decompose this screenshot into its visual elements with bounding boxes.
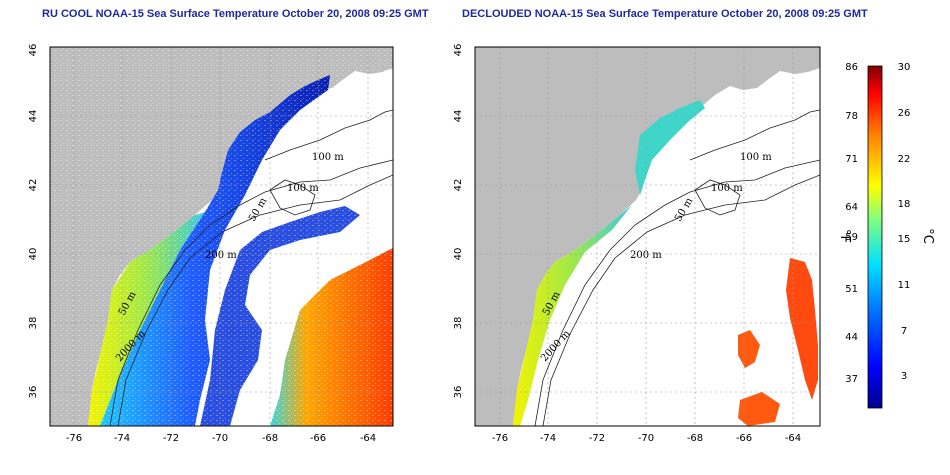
colorbar: 86 78 71 64 59 51 44 37 30 26 22 18 15 1… [837,62,935,409]
colorbar-f-tick: 64 [845,202,858,213]
right-x-tick: -74 [540,433,556,444]
colorbar-c-tick: 15 [898,234,911,245]
colorbar-f-tick: 44 [845,332,858,343]
left-y-tick: 40 [28,248,39,261]
colorbar-f-tick: 59 [845,232,858,243]
right-contour-label-200: 200 m [630,250,662,261]
right-y-tick: 38 [453,317,464,330]
right-y-tick: 42 [453,179,464,192]
right-x-tick: -66 [736,433,752,444]
left-y-tick: 38 [28,317,39,330]
colorbar-celsius-ticks: 30 26 22 18 15 11 7 3 [898,62,911,382]
colorbar-fahrenheit-ticks: 86 78 71 64 59 51 44 37 [845,62,858,385]
left-y-axis: 36 38 40 42 44 46 [28,44,39,399]
left-x-tick: -76 [66,433,82,444]
right-map-title: DECLOUDED NOAA-15 Sea Surface Temperatur… [462,8,868,20]
left-x-axis: -76 -74 -72 -70 -68 -66 -64 [66,433,376,444]
colorbar-c-tick: 22 [898,154,911,165]
left-y-tick: 36 [28,386,39,399]
right-bathymetry-contours [534,109,820,426]
right-map: 100 m 100 m 50 m 200 m 50 m 2000 m -76 -… [453,44,821,444]
right-coastal-warm-water [513,205,632,426]
colorbar-c-tick: 30 [898,62,911,73]
right-x-tick: -72 [589,433,605,444]
left-map-frame [49,46,394,427]
right-contour-label-100a: 100 m [740,152,772,163]
colorbar-f-tick: 51 [845,284,858,295]
right-y-tick: 40 [453,248,464,261]
right-land [475,47,820,426]
left-x-tick: -66 [310,433,326,444]
colorbar-c-tick: 11 [898,280,911,291]
left-bathymetry-contours [109,109,393,426]
left-map: 100 m 100 m 50 m 200 m 50 m 2000 m -76 -… [28,44,394,444]
right-shelf-cool-water [635,100,705,195]
left-x-tick: -68 [262,433,278,444]
colorbar-gradient [867,65,883,409]
right-y-tick: 44 [453,110,464,123]
right-y-tick: 46 [453,44,464,57]
left-contour-label-100a: 100 m [312,152,344,163]
colorbar-f-tick: 71 [845,154,858,165]
colorbar-fahrenheit-unit: °F [837,229,852,243]
left-x-tick: -70 [212,433,228,444]
left-x-tick: -74 [114,433,130,444]
right-y-tick: 36 [453,386,464,399]
right-x-tick: -76 [492,433,508,444]
left-x-tick: -72 [163,433,179,444]
colorbar-c-tick: 26 [898,108,911,119]
left-map-title: RU COOL NOAA-15 Sea Surface Temperature … [42,8,429,20]
colorbar-c-tick: 3 [901,371,907,382]
right-y-axis: 36 38 40 42 44 46 [453,44,464,399]
left-y-tick: 44 [28,110,39,123]
right-gulf-stream-warm-patch [738,330,760,368]
left-contour-label-200: 200 m [205,250,237,261]
colorbar-celsius-unit: °C [920,228,935,244]
colorbar-f-tick: 86 [845,62,858,73]
left-contour-label-100b: 100 m [287,183,319,194]
right-x-tick: -70 [638,433,654,444]
colorbar-f-tick: 78 [845,111,858,122]
right-x-tick: -64 [785,433,801,444]
right-map-frame [474,46,821,427]
colorbar-f-tick: 37 [845,374,858,385]
left-y-tick: 46 [28,44,39,57]
left-graticule [50,47,393,426]
left-x-tick: -64 [360,433,376,444]
right-gulf-stream-warm-south [738,392,780,426]
colorbar-c-tick: 7 [901,326,907,337]
right-x-tick: -68 [687,433,703,444]
right-graticule [475,47,820,426]
right-contour-label-100b: 100 m [711,183,743,194]
colorbar-c-tick: 18 [898,199,911,210]
right-gulf-stream-warm [786,258,818,400]
left-cloud-speckle [50,47,393,426]
right-x-axis: -76 -74 -72 -70 -68 -66 -64 [492,433,801,444]
left-y-tick: 42 [28,179,39,192]
